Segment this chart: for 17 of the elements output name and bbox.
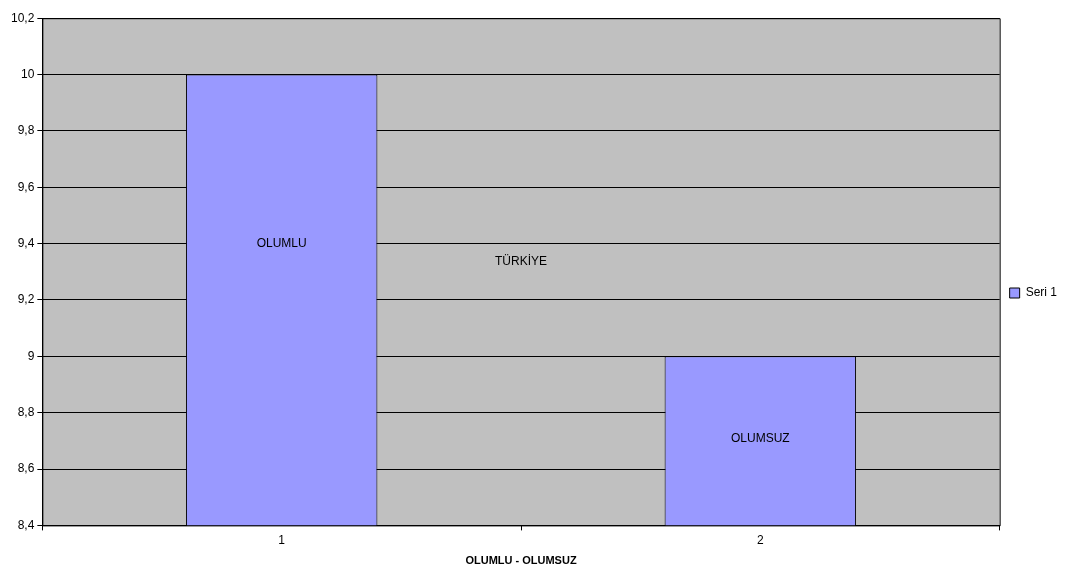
y-tick-label: 9,4: [17, 235, 35, 250]
annotation: OLUMSUZ: [730, 431, 790, 446]
y-tick-label: 10: [21, 66, 35, 81]
y-tick-label: 9,6: [17, 179, 35, 194]
annotation: TÜRKİYE: [495, 253, 548, 268]
y-tick-label: 9,2: [17, 292, 35, 307]
x-tick-label: 1: [278, 532, 286, 547]
y-tick-label: 8,8: [17, 405, 35, 419]
legend-label: Seri 1: [1025, 285, 1058, 300]
y-tick-label: 9,8: [17, 123, 35, 138]
x-tick-label: 2: [756, 532, 764, 547]
y-tick-label: 8,6: [17, 461, 35, 476]
y-tick-label: 9: [27, 348, 35, 363]
y-tick-label: 8,4: [17, 517, 35, 532]
annotation: OLUMLU: [256, 236, 307, 251]
y-tick-label: 10,2: [11, 10, 35, 25]
x-axis-title: OLUMLU - OLUMSUZ: [465, 554, 577, 567]
